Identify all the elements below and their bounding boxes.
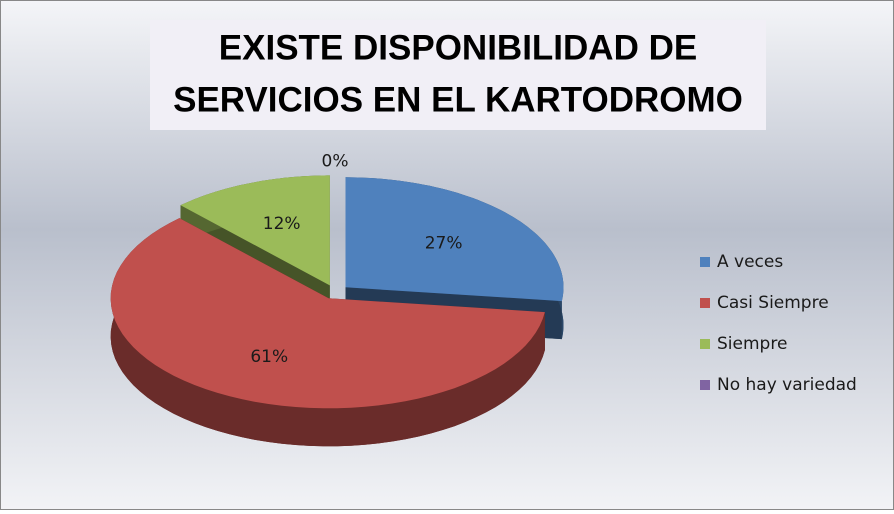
slice-top [345,177,564,302]
slice-top [110,218,545,409]
slice-top [180,175,330,286]
legend-swatch [700,257,710,267]
data-label: 61% [250,347,288,367]
pie-slice [110,218,545,447]
legend-swatch [700,380,710,390]
chart-title: EXISTE DISPONIBILIDAD DE [219,28,697,67]
data-label: 27% [425,234,463,254]
legend-label: A veces [717,252,783,272]
title-box [150,20,766,130]
legend-label: No hay variedad [717,375,857,395]
legend-swatch [700,339,710,349]
chart-title: SERVICIOS EN EL KARTODROMO [173,80,743,119]
data-label: 12% [263,214,301,234]
legend-label: Casi Siempre [717,293,829,313]
data-label: 0% [322,152,349,172]
legend-label: Siempre [717,334,787,354]
legend-swatch [700,298,710,308]
